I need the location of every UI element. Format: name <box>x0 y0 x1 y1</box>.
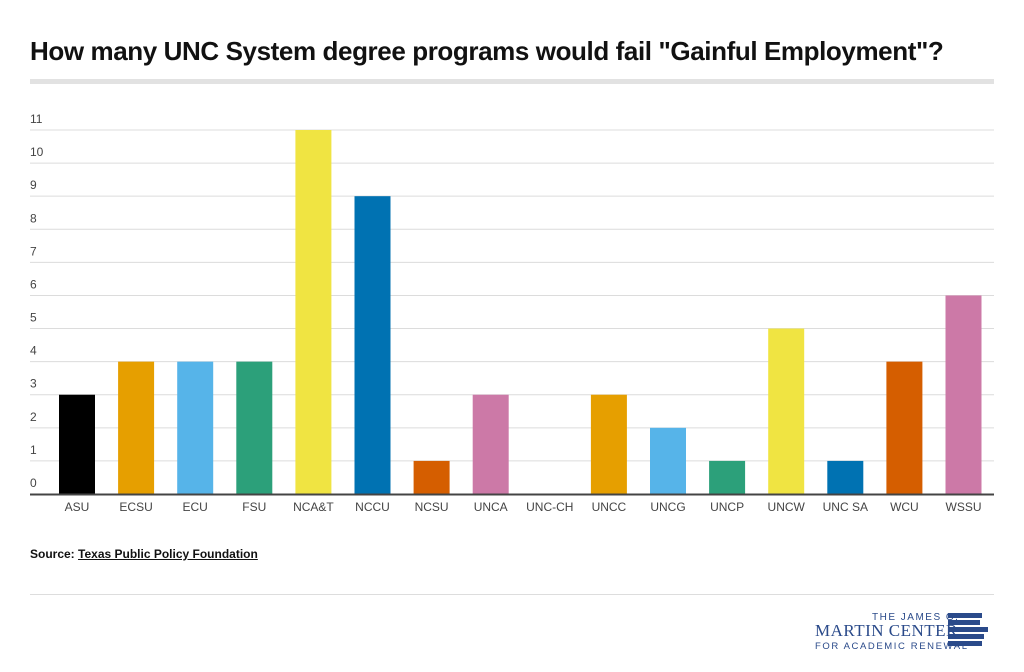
y-tick-label: 6 <box>30 277 37 291</box>
x-tick-label: WCU <box>890 500 919 514</box>
source-note: Source: Texas Public Policy Foundation <box>30 547 258 561</box>
x-tick-label: UNC SA <box>823 500 868 514</box>
chart-title: How many UNC System degree programs woul… <box>30 36 944 66</box>
bar <box>295 130 332 494</box>
bar <box>472 394 509 494</box>
logo-line-3: FOR ACADEMIC RENEWAL <box>815 641 969 652</box>
bar-chart: 0 1 2 3 4 5 6 7 8 9 10 11 ASU ECSU ECU FSU NCA&T NCCU NCSU… <box>30 112 994 514</box>
books-icon <box>948 613 988 646</box>
y-tick-label: 2 <box>30 410 37 424</box>
x-tick-label: FSU <box>242 500 266 514</box>
x-tick-label: UNCA <box>474 500 508 514</box>
bar <box>59 394 95 494</box>
title-divider <box>30 79 994 84</box>
bar <box>177 361 214 494</box>
bar <box>118 361 155 494</box>
bar <box>413 460 450 494</box>
y-tick-label: 5 <box>30 311 37 325</box>
y-tick-label: 7 <box>30 244 37 258</box>
x-tick-label: WSSU <box>946 500 982 514</box>
y-tick-label: 1 <box>30 443 37 457</box>
x-tick-label: NCA&T <box>293 500 334 514</box>
logo-line-2: MARTIN CENTER <box>815 621 958 640</box>
source-label: Source: <box>30 547 75 561</box>
bar <box>768 328 805 494</box>
logo-line-1: THE JAMES G. <box>872 612 960 623</box>
x-tick-label: UNC-CH <box>526 500 573 514</box>
bar <box>709 460 746 494</box>
footer-divider <box>30 594 994 595</box>
x-tick-label: NCSU <box>415 500 449 514</box>
bar <box>945 295 982 494</box>
y-tick-label: 3 <box>30 377 37 391</box>
source-link[interactable]: Texas Public Policy Foundation <box>78 547 258 561</box>
x-tick-label: ECU <box>183 500 208 514</box>
bar <box>590 394 627 494</box>
x-tick-label: UNCW <box>768 500 806 514</box>
bar <box>650 427 686 494</box>
x-tick-label: NCCU <box>355 500 390 514</box>
y-tick-label: 8 <box>30 211 37 225</box>
bar <box>236 361 273 494</box>
x-tick-label: UNCP <box>710 500 744 514</box>
y-tick-label: 0 <box>30 476 37 490</box>
x-tick-label: UNCC <box>592 500 627 514</box>
x-tick-label: ECSU <box>119 500 152 514</box>
y-tick-label: 11 <box>30 112 43 126</box>
bar <box>886 361 923 494</box>
y-tick-label: 4 <box>30 344 37 358</box>
x-tick-label: UNCG <box>650 500 685 514</box>
bar <box>354 196 391 494</box>
x-tick-label: ASU <box>65 500 90 514</box>
y-tick-label: 10 <box>30 145 44 159</box>
y-tick-label: 9 <box>30 178 37 192</box>
bar <box>827 460 864 494</box>
